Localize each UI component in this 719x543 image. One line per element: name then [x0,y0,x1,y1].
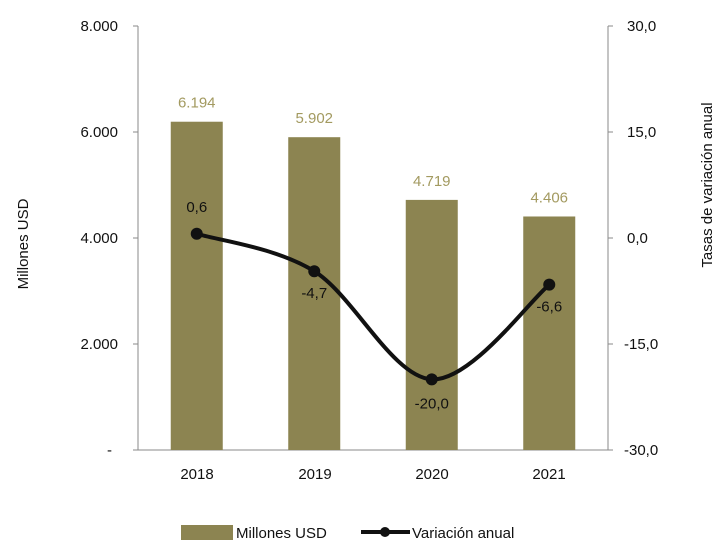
bar-value-label: 4.406 [530,189,568,206]
left-tick-label: 6.000 [80,124,118,141]
bar-2019 [288,137,341,450]
bar-2018 [170,121,223,450]
left-tick-label: - [107,442,112,459]
line-point [543,278,556,291]
y-axis-title: Millones USD [15,198,32,289]
right-tick-label: -30,0 [624,442,658,459]
x-tick-label: 2020 [415,466,448,483]
bar-2021 [523,216,576,450]
line-value-label: -6,6 [536,299,562,316]
line-series [190,227,556,386]
legend: Millones USD Variación anual [181,525,514,542]
x-tick-label: 2019 [298,466,331,483]
bar-value-label: 5.902 [295,110,333,127]
bar-data-labels: 6.194 5.902 4.719 4.406 [178,95,568,207]
x-tick-labels: 2018 2019 2020 2021 [180,466,565,483]
bar-series [170,121,576,450]
line-data-labels: 0,6 -4,7 -20,0 -6,6 [186,199,562,413]
line-value-label: -4,7 [301,285,327,302]
left-tick-label: 4.000 [80,230,118,247]
line-value-label: 0,6 [186,199,207,216]
line-point [308,265,321,278]
variacion-line [196,231,551,382]
right-tick-label: -15,0 [624,336,658,353]
left-tick-label: 8.000 [80,18,118,35]
right-ticks: -30,0 -15,0 0,0 15,0 30,0 [608,18,658,459]
legend-swatch-bar [181,525,233,540]
bar-2020 [405,199,458,450]
legend-swatch-marker [380,527,390,537]
right-tick-label: 30,0 [627,18,656,35]
x-tick-label: 2021 [532,466,565,483]
bar-value-label: 4.719 [413,173,451,190]
y2-axis-title: Tasas de variación anual [699,102,716,267]
x-tick-label: 2018 [180,466,213,483]
bar-value-label: 6.194 [178,95,216,112]
line-point [190,227,203,240]
right-tick-label: 15,0 [627,124,656,141]
left-ticks: - 2.000 4.000 6.000 8.000 [80,18,138,459]
right-tick-label: 0,0 [627,230,648,247]
left-tick-label: 2.000 [80,336,118,353]
legend-label-bar: Millones USD [236,525,327,542]
line-point [425,373,438,386]
legend-label-line: Variación anual [412,525,514,542]
line-value-label: -20,0 [415,395,449,412]
